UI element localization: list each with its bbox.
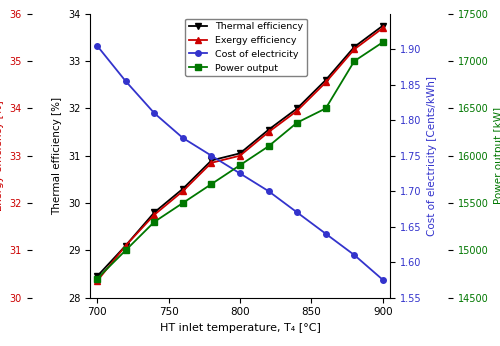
- Line: Exergy efficiency: Exergy efficiency: [94, 25, 386, 284]
- Power output: [152, 220, 158, 224]
- Thermal efficiency: [380, 24, 386, 28]
- Y-axis label: Cost of electricity [Cents/kWh]: Cost of electricity [Cents/kWh]: [427, 76, 437, 236]
- Thermal efficiency: [352, 45, 358, 49]
- Line: Cost of electricity: Cost of electricity: [94, 43, 386, 283]
- Power output: [380, 40, 386, 44]
- Exergy efficiency: [122, 244, 128, 248]
- X-axis label: HT inlet temperature, T₄ [°C]: HT inlet temperature, T₄ [°C]: [160, 323, 320, 333]
- Cost of electricity: [266, 189, 272, 193]
- Power output: [322, 106, 328, 110]
- Y-axis label: Power output [kW]: Power output [kW]: [494, 107, 500, 204]
- Power output: [180, 201, 186, 205]
- Thermal efficiency: [152, 210, 158, 215]
- Y-axis label: Exergy efficiency [%]: Exergy efficiency [%]: [0, 100, 4, 211]
- Exergy efficiency: [380, 26, 386, 30]
- Line: Thermal efficiency: Thermal efficiency: [94, 23, 386, 279]
- Exergy efficiency: [352, 47, 358, 51]
- Power output: [122, 248, 128, 252]
- Cost of electricity: [152, 111, 158, 115]
- Thermal efficiency: [208, 158, 214, 163]
- Y-axis label: Thermal efficiency [%]: Thermal efficiency [%]: [52, 97, 62, 215]
- Cost of electricity: [352, 253, 358, 257]
- Exergy efficiency: [152, 213, 158, 217]
- Thermal efficiency: [322, 78, 328, 82]
- Line: Power output: Power output: [94, 39, 386, 281]
- Power output: [294, 120, 300, 125]
- Thermal efficiency: [94, 274, 100, 278]
- Cost of electricity: [208, 154, 214, 158]
- Cost of electricity: [122, 79, 128, 83]
- Exergy efficiency: [266, 130, 272, 134]
- Cost of electricity: [380, 278, 386, 282]
- Exergy efficiency: [180, 189, 186, 193]
- Thermal efficiency: [237, 151, 243, 155]
- Exergy efficiency: [94, 279, 100, 283]
- Exergy efficiency: [322, 80, 328, 84]
- Cost of electricity: [94, 44, 100, 48]
- Cost of electricity: [322, 232, 328, 236]
- Power output: [94, 276, 100, 281]
- Cost of electricity: [294, 210, 300, 215]
- Power output: [266, 144, 272, 148]
- Legend: Thermal efficiency, Exergy efficiency, Cost of electricity, Power output: Thermal efficiency, Exergy efficiency, C…: [184, 19, 307, 76]
- Power output: [352, 59, 358, 63]
- Exergy efficiency: [294, 109, 300, 113]
- Exergy efficiency: [208, 161, 214, 165]
- Power output: [237, 163, 243, 167]
- Power output: [208, 182, 214, 186]
- Cost of electricity: [237, 171, 243, 175]
- Thermal efficiency: [266, 128, 272, 132]
- Thermal efficiency: [180, 187, 186, 191]
- Exergy efficiency: [237, 154, 243, 158]
- Thermal efficiency: [294, 106, 300, 110]
- Cost of electricity: [180, 136, 186, 140]
- Thermal efficiency: [122, 244, 128, 248]
